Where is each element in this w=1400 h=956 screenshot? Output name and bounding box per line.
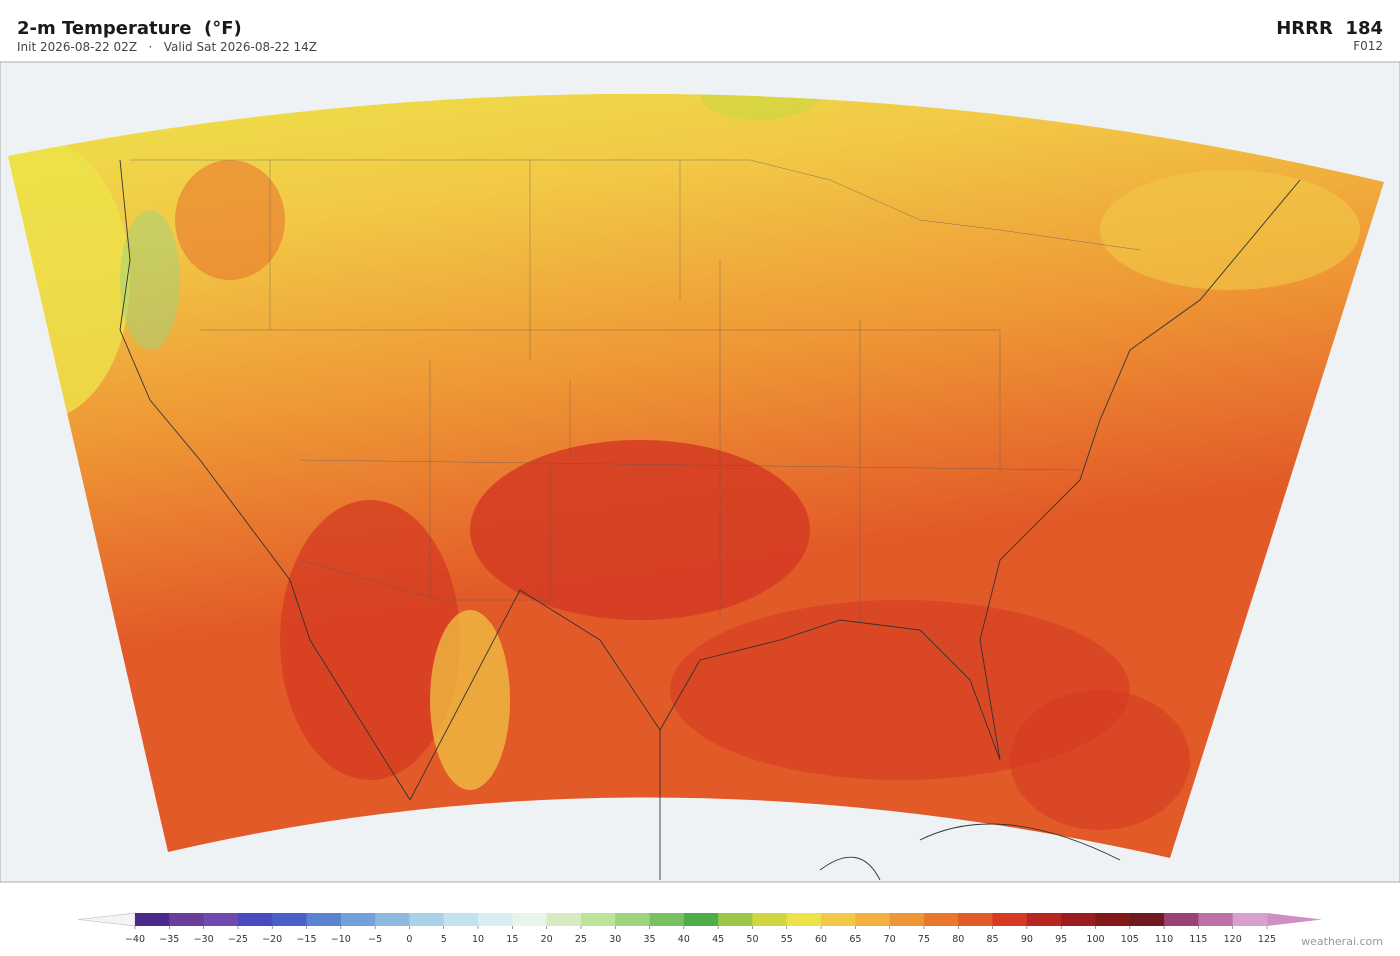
colorbar-tick-label: 100 <box>1086 934 1104 945</box>
map-subtitle: Init 2026-08-22 02Z · Valid Sat 2026-08-… <box>17 40 317 54</box>
colorbar-segment <box>923 913 959 926</box>
colorbar-segment <box>1129 913 1165 926</box>
colorbar-segment <box>615 913 651 926</box>
map-title: 2-m Temperature (°F) <box>17 18 242 39</box>
colorbar-tick-label: −25 <box>228 934 248 945</box>
colorbar-segment <box>169 913 205 926</box>
colorbar-segment <box>855 913 891 926</box>
colorbar-segment <box>1198 913 1234 926</box>
colorbar-segment <box>443 913 479 926</box>
colorbar-tick-label: 20 <box>541 934 553 945</box>
colorbar-segment <box>478 913 513 926</box>
colorbar: −40 −35 −30 −25 −20 −15 −10 −5 0 5 10 15 20 25 30 35 40 4… <box>77 912 1322 945</box>
colorbar-tick-label: 35 <box>643 934 655 945</box>
cool-region <box>8 140 130 420</box>
hot-region <box>1010 690 1190 830</box>
colorbar-segment <box>375 913 410 926</box>
coastline <box>819 823 1121 881</box>
colorbar-tick-label: 110 <box>1155 934 1173 945</box>
colorbar-tick-label: 55 <box>781 934 793 945</box>
colorbar-tick-label: −15 <box>296 934 316 945</box>
colorbar-tick-label: 65 <box>849 934 861 945</box>
colorbar-segment <box>1061 913 1096 926</box>
colorbar-tick-label: 125 <box>1258 934 1276 945</box>
colorbar-tick-label: −40 <box>125 934 145 945</box>
colorbar-segment <box>1095 913 1131 926</box>
colorbar-segment <box>1164 913 1199 926</box>
map <box>0 61 1400 883</box>
colorbar-tick-label: 95 <box>1055 934 1067 945</box>
colorbar-segment <box>1026 913 1062 926</box>
colorbar-tick-label: −30 <box>194 934 214 945</box>
colorbar-tick-label: 60 <box>815 934 827 945</box>
colorbar-tick-label: 40 <box>678 934 690 945</box>
colorbar-segment <box>546 913 582 926</box>
colorbar-over <box>1267 913 1322 926</box>
mild-region <box>1100 170 1360 290</box>
colorbar-segment <box>718 913 753 926</box>
colorbar-segment <box>237 913 273 926</box>
colorbar-segment <box>580 913 616 926</box>
cool-region <box>120 210 180 350</box>
credit: weatherai.com <box>1301 935 1383 948</box>
colorbar-tick-label: −20 <box>262 934 282 945</box>
colorbar-segment <box>752 913 788 926</box>
colorbar-segment <box>340 913 376 926</box>
colorbar-segment <box>683 913 719 926</box>
state-borders <box>130 159 1141 620</box>
hot-region <box>470 440 810 620</box>
colorbar-tick-label: 0 <box>406 934 412 945</box>
colorbar-tick-label: −10 <box>331 934 351 945</box>
colorbar-segment <box>649 913 685 926</box>
colorbar-tick-label: 120 <box>1224 934 1242 945</box>
colorbar-segment <box>821 913 856 926</box>
coastline <box>119 159 411 801</box>
colorbar-tick-label: 45 <box>712 934 724 945</box>
colorbar-tick-label: −5 <box>368 934 382 945</box>
colorbar-tick-label: 115 <box>1189 934 1207 945</box>
colorbar-tick-label: −35 <box>159 934 179 945</box>
colorbar-segment <box>786 913 822 926</box>
colorbar-segment <box>409 913 445 926</box>
colorbar-segment <box>889 913 925 926</box>
colorbar-tick-label: 30 <box>609 934 621 945</box>
colorbar-tick-label: 15 <box>506 934 518 945</box>
colorbar-segment <box>992 913 1028 926</box>
colorbar-under <box>77 912 136 927</box>
colorbar-segment <box>512 913 548 926</box>
colorbar-tick-label: 70 <box>884 934 896 945</box>
hot-region <box>280 500 460 780</box>
colorbar-tick-label: 75 <box>918 934 930 945</box>
model-label: HRRR 184 <box>1276 18 1383 39</box>
coastline <box>409 179 1301 880</box>
colorbar-tick-label: 10 <box>472 934 484 945</box>
warm-region <box>175 160 285 280</box>
colorbar-segment <box>958 913 994 926</box>
colorbar-tick-label: 105 <box>1121 934 1139 945</box>
colorbar-segment <box>135 913 170 926</box>
colorbar-tick-label: 50 <box>746 934 758 945</box>
colorbar-segment <box>1232 913 1268 926</box>
colorbar-tick-label: 80 <box>952 934 964 945</box>
mild-region <box>430 610 510 790</box>
colorbar-segment <box>306 913 342 926</box>
temperature-field <box>8 93 1360 830</box>
colorbar-tick-label: 90 <box>1021 934 1033 945</box>
colorbar-tick-label: 85 <box>987 934 999 945</box>
colorbar-segment <box>203 913 239 926</box>
forecast-hour: F012 <box>1353 39 1383 53</box>
colorbar-tick-label: 25 <box>575 934 587 945</box>
colorbar-tick-label: 5 <box>441 934 447 945</box>
colorbar-segment <box>272 913 308 926</box>
hot-region <box>670 600 1130 780</box>
